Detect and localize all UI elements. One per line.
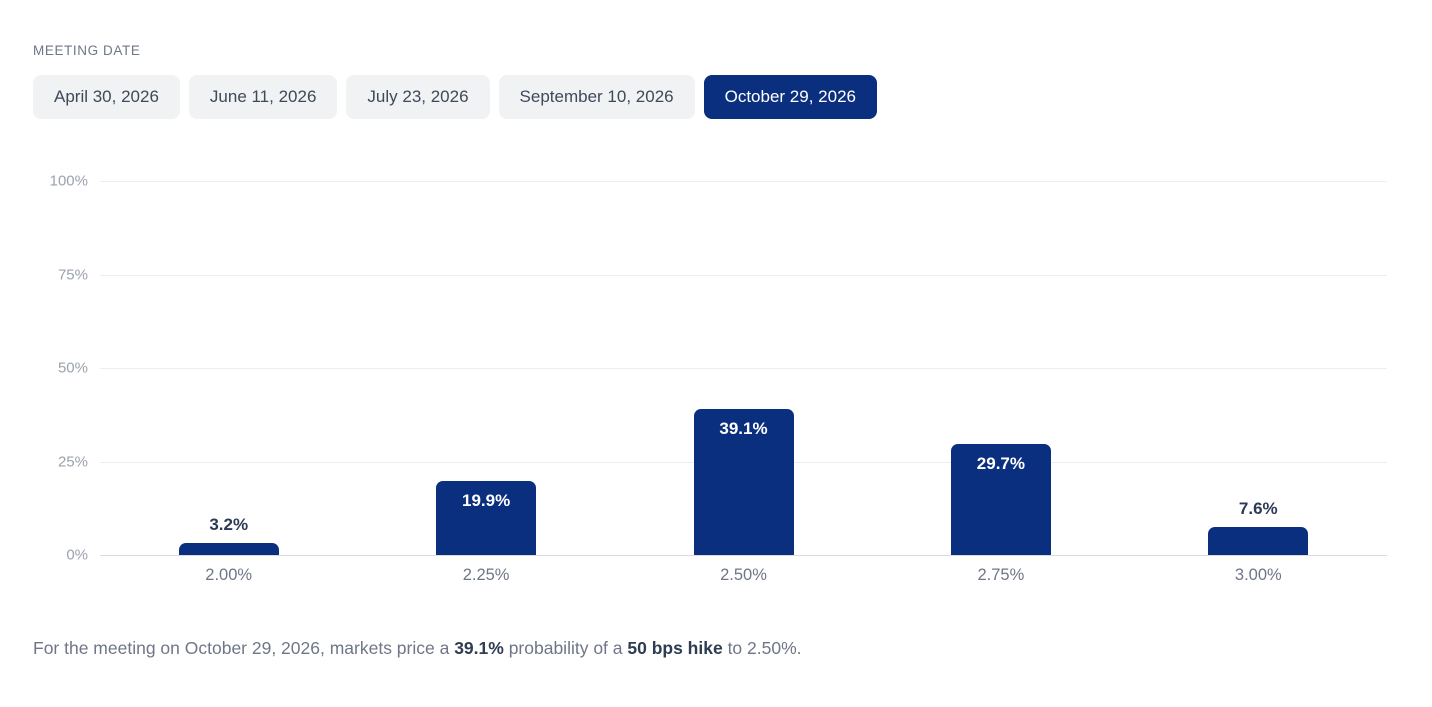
- tab-july-23-2026[interactable]: July 23, 2026: [346, 75, 490, 119]
- chart-plot-area: 3.2% 2.00% 19.9% 2.25% 39.1% 2.50% 29.7% 2.75% 7…: [100, 181, 1387, 584]
- bar-value-label: 39.1%: [719, 418, 768, 438]
- x-axis-label: 2.75%: [977, 566, 1025, 584]
- bar-2-25: [436, 480, 537, 555]
- bar-2-75: [950, 443, 1051, 555]
- y-axis-label: 75%: [57, 266, 88, 283]
- meeting-date-label: MEETING DATE: [33, 43, 141, 58]
- y-axis-label: 25%: [57, 453, 88, 470]
- y-axis-label: 50%: [57, 359, 88, 377]
- bar-2-50: [693, 408, 794, 555]
- tab-june-11-2026[interactable]: June 11, 2026: [188, 75, 338, 119]
- bar-value-label: 29.7%: [976, 453, 1025, 473]
- y-axis-label: 100%: [49, 172, 88, 190]
- x-axis-label: 2.00%: [205, 566, 253, 584]
- meeting-date-tabs: April 30, 2026 June 11, 2026 July 23, 2026…: [33, 75, 877, 119]
- bar-value-label: 3.2%: [209, 515, 249, 535]
- gridline-50: [100, 368, 1387, 369]
- caption-highlight: 50 bps hike: [627, 637, 723, 658]
- gridline-75: [100, 274, 1387, 276]
- caption-highlight: 39.1%: [454, 637, 504, 658]
- caption-text: probability of a: [503, 637, 628, 658]
- caption-text: For the meeting on October 29, 2026, mar…: [33, 637, 455, 658]
- x-axis-label: 2.25%: [462, 566, 510, 584]
- x-axis-label: 2.50%: [720, 566, 767, 584]
- summary-caption: For the meeting on October 29, 2026, mar…: [33, 638, 802, 660]
- y-axis-label: 0%: [66, 546, 88, 564]
- gridline-100: [100, 181, 1387, 182]
- bar-2-00: [178, 543, 279, 555]
- tab-october-29-2026[interactable]: October 29, 2026: [703, 75, 877, 119]
- bar-value-label: 7.6%: [1238, 498, 1278, 518]
- bar-value-label: 19.9%: [461, 490, 511, 510]
- x-axis-label: 3.00%: [1234, 566, 1282, 584]
- bar-3-00: [1208, 526, 1309, 555]
- caption-text: to 2.50%.: [722, 637, 802, 658]
- probability-chart: 3.2% 2.00% 19.9% 2.25% 39.1% 2.50% 29.7% 2.75% 7…: [0, 173, 1432, 601]
- tab-april-30-2026[interactable]: April 30, 2026: [33, 75, 180, 119]
- gridline-0: [100, 555, 1387, 556]
- tab-september-10-2026[interactable]: September 10, 2026: [498, 75, 695, 119]
